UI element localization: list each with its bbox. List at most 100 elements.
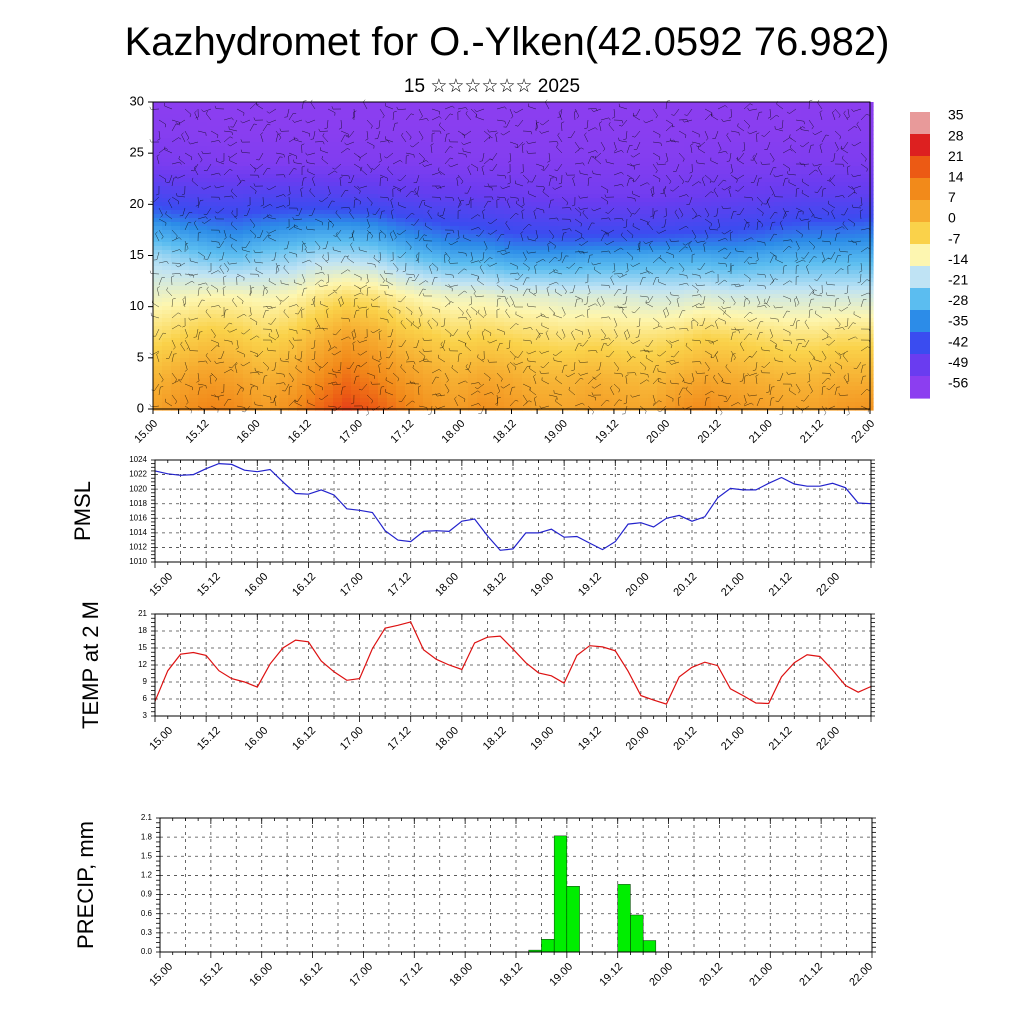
heatmap-cell (711, 334, 721, 339)
heatmap-cell (693, 182, 703, 187)
heatmap-cell (792, 142, 802, 147)
heatmap-cell (684, 174, 694, 179)
heatmap-cell (261, 298, 271, 303)
heatmap-cell (531, 202, 541, 207)
heatmap-cell (153, 218, 163, 223)
heatmap-cell (495, 178, 505, 183)
heatmap-cell (639, 246, 649, 251)
heatmap-cell (450, 150, 460, 155)
heatmap-cell (540, 106, 550, 111)
heatmap-cell (351, 158, 361, 163)
heatmap-cell (711, 314, 721, 319)
heatmap-cell (846, 222, 856, 227)
heatmap-cell (297, 330, 307, 335)
heatmap-cell (450, 202, 460, 207)
heatmap-cell (189, 202, 199, 207)
heatmap-cell (243, 226, 253, 231)
heatmap-cell (594, 146, 604, 151)
heatmap-cell (855, 338, 865, 343)
heatmap-cell (612, 138, 622, 143)
heatmap-cell (639, 290, 649, 295)
heatmap-cell (405, 262, 415, 267)
heatmap-cell (297, 114, 307, 119)
heatmap-cell (459, 114, 469, 119)
heatmap-cell (252, 126, 262, 131)
heatmap-cell (468, 258, 478, 263)
heatmap-cell (540, 254, 550, 259)
heatmap-cell (612, 242, 622, 247)
heatmap-cell (648, 182, 658, 187)
heatmap-cell (612, 282, 622, 287)
heatmap-cell (279, 154, 289, 159)
heatmap-cell (369, 266, 379, 271)
heatmap-cell (522, 286, 532, 291)
heatmap-cell (360, 278, 370, 283)
heatmap-cell (585, 186, 595, 191)
heatmap-cell (495, 158, 505, 163)
heatmap-cell (432, 338, 442, 343)
heatmap-cell (756, 310, 766, 315)
heatmap-cell (225, 166, 235, 171)
heatmap-cell (558, 142, 568, 147)
heatmap-cell (675, 250, 685, 255)
heatmap-cell (297, 346, 307, 351)
heatmap-cell (666, 178, 676, 183)
heatmap-cell (657, 222, 667, 227)
heatmap-cell (279, 218, 289, 223)
heatmap-cell (504, 294, 514, 299)
heatmap-cell (279, 330, 289, 335)
heatmap-cell (288, 150, 298, 155)
heatmap-cell (270, 274, 280, 279)
heatmap-cell (351, 182, 361, 187)
heatmap-cell (747, 106, 757, 111)
heatmap-cell (747, 258, 757, 263)
heatmap-cell (198, 170, 208, 175)
heatmap-cell (729, 162, 739, 167)
heatmap-cell (666, 218, 676, 223)
heatmap-cell (423, 194, 433, 199)
heatmap-cell (234, 290, 244, 295)
heatmap-cell (819, 106, 829, 111)
heatmap-cell (189, 178, 199, 183)
heatmap-cell (513, 154, 523, 159)
heatmap-cell (486, 110, 496, 115)
heatmap-cell (342, 330, 352, 335)
heatmap-cell (360, 178, 370, 183)
heatmap-cell (459, 338, 469, 343)
heatmap-cell (567, 230, 577, 235)
heatmap-cell (540, 206, 550, 211)
heatmap-cell (279, 134, 289, 139)
heatmap-cell (207, 254, 217, 259)
heatmap-cell (351, 110, 361, 115)
heatmap-cell (450, 250, 460, 255)
heatmap-cell (711, 166, 721, 171)
heatmap-cell (162, 346, 172, 351)
heatmap-cell (621, 342, 631, 347)
heatmap-cell (477, 198, 487, 203)
heatmap-cell (837, 286, 847, 291)
heatmap-cell (333, 162, 343, 167)
heatmap-cell (531, 238, 541, 243)
heatmap-cell (333, 146, 343, 151)
heatmap-cell (306, 278, 316, 283)
heatmap-cell (450, 330, 460, 335)
heatmap-cell (585, 334, 595, 339)
heatmap-cell (630, 106, 640, 111)
heatmap-cell (864, 126, 874, 131)
heatmap-cell (198, 302, 208, 307)
heatmap-cell (477, 262, 487, 267)
heatmap-cell (504, 242, 514, 247)
heatmap-cell (414, 150, 424, 155)
heatmap-cell (603, 138, 613, 143)
heatmap-cell (756, 286, 766, 291)
heatmap-cell (171, 214, 181, 219)
heatmap-cell (558, 262, 568, 267)
heatmap-cell (756, 334, 766, 339)
heatmap-cell (279, 126, 289, 131)
heatmap-cell (792, 286, 802, 291)
heatmap-cell (540, 306, 550, 311)
heatmap-cell (765, 266, 775, 271)
heatmap-cell (225, 334, 235, 339)
heatmap-cell (567, 274, 577, 279)
heatmap-cell (207, 226, 217, 231)
